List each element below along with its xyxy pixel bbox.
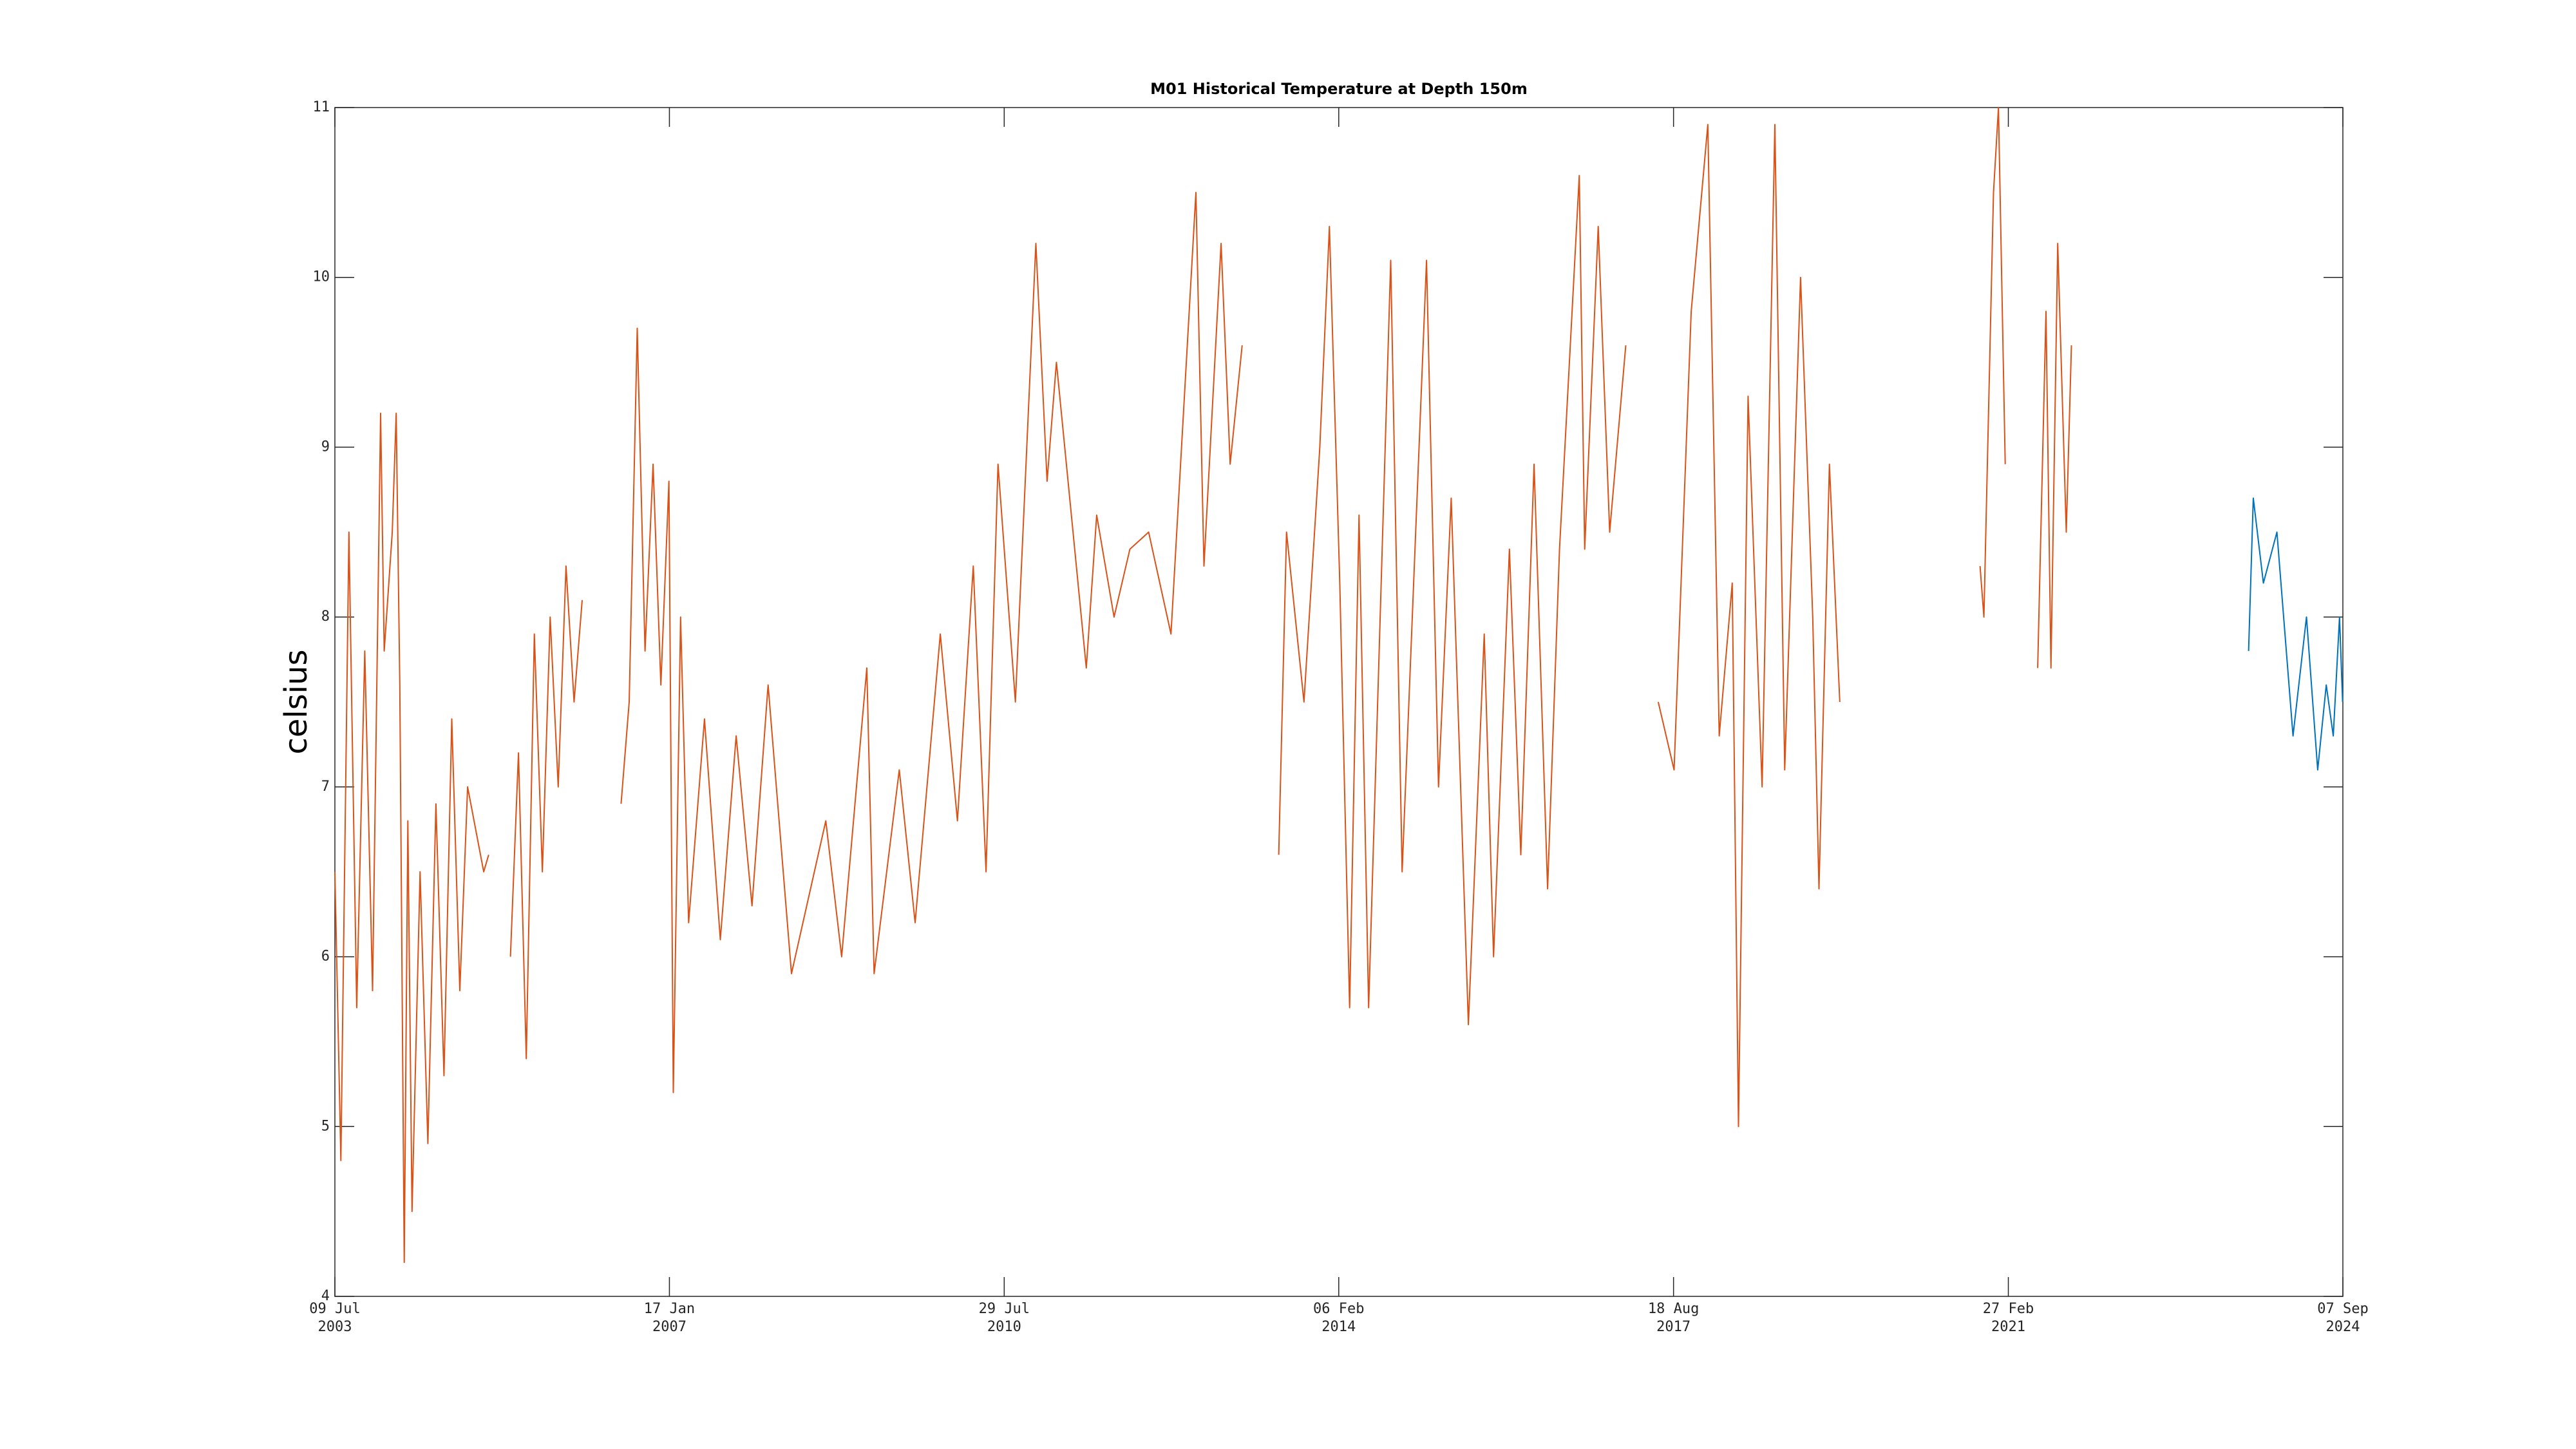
y-axis-label: celsius [278, 649, 314, 754]
y-tick-label: 9 [321, 439, 330, 455]
y-tick-label: 5 [321, 1118, 330, 1134]
x-tick-label: 17 Jan 2007 [643, 1301, 696, 1335]
y-tick-label: 4 [321, 1288, 330, 1304]
data-line [334, 107, 2072, 1264]
x-tick-label: 07 Sep 2024 [2317, 1301, 2369, 1335]
x-tick-label: 06 Feb 2014 [1313, 1301, 1365, 1335]
x-tick-label: 27 Feb 2021 [1982, 1301, 2034, 1335]
y-tick-label: 7 [321, 779, 330, 795]
x-tick-label: 09 Jul 2003 [309, 1301, 361, 1335]
x-tick-label: 18 Aug 2017 [1647, 1301, 1700, 1335]
x-tick-label: 29 Jul 2010 [978, 1301, 1030, 1335]
y-tick-label: 8 [321, 609, 330, 625]
y-tick-label: 10 [313, 269, 330, 285]
y-tick-label: 6 [321, 949, 330, 965]
plot-area [334, 107, 2344, 1297]
chart-title: M01 Historical Temperature at Depth 150m [1150, 80, 1528, 98]
data-line [2248, 497, 2344, 771]
y-tick-label: 11 [313, 99, 330, 115]
